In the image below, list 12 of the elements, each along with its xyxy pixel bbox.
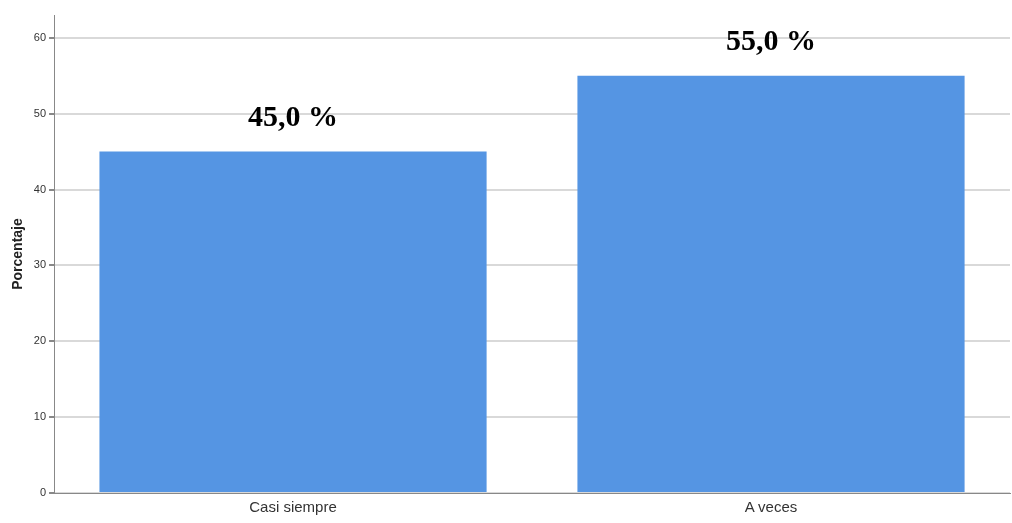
y-tick-label: 40: [33, 182, 47, 195]
y-tick-label: 60: [33, 30, 47, 43]
data-label: 55,0 %: [726, 23, 817, 57]
x-tick-label: Casi siempre: [249, 498, 337, 516]
y-tick-label: 10: [33, 410, 47, 423]
y-tick-label: 0: [39, 486, 47, 499]
y-tick-label: 50: [33, 106, 47, 119]
y-tick-label: 20: [33, 334, 47, 347]
y-axis-title: Porcentaje: [9, 218, 26, 290]
data-label: 45,0 %: [248, 99, 339, 133]
y-tick-label: 30: [33, 258, 47, 271]
x-tick-label: A veces: [744, 498, 798, 516]
